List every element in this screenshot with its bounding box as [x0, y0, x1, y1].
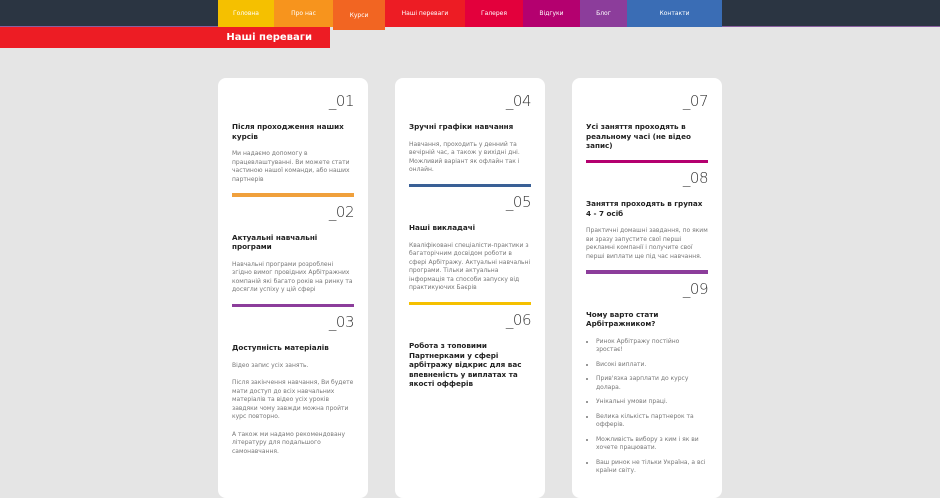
advantage-number: _08: [682, 169, 709, 187]
list-item: Високі виплати.: [596, 361, 708, 370]
list-item: Унікальні умови праці.: [596, 398, 708, 407]
nav-item-5[interactable]: Відгуки: [523, 0, 580, 27]
advantage-text: А також ми надамо рекомендовану літерату…: [232, 430, 346, 455]
list-item: Ринок Арбітражу постійно зростає!: [596, 338, 708, 355]
list-item: Ваш ринок не тільки Україна, а всі країн…: [596, 459, 708, 476]
advantage-title: Чому варто стати Арбітражником?: [586, 309, 659, 329]
main-nav: Головна Про нас Курси Наші переваги Галерея В…: [218, 0, 722, 30]
nav-item-2[interactable]: Курси: [333, 0, 385, 30]
nav-item-1[interactable]: Про нас: [274, 0, 333, 27]
advantage-number: _09: [682, 279, 709, 298]
list-item: Прив'язка зарплати до курсу долара.: [596, 375, 708, 392]
advantage-number: _07: [682, 92, 709, 110]
list-item: Велика кількість партнерок та офферів.: [596, 413, 708, 430]
nav-item-3[interactable]: Наші переваги: [385, 0, 465, 27]
advantage-text: Відео запис усіх занять.: [232, 361, 309, 369]
section-title-banner: Наші переваги: [0, 27, 330, 48]
advantage-text: Навчальні програми розроблені згідно вим…: [232, 260, 353, 294]
nav-item-0[interactable]: Головна: [218, 0, 274, 27]
advantage-list: Ринок Арбітражу постійно зростає! Високі …: [586, 338, 708, 476]
divider-bar: [409, 183, 531, 187]
divider-bar: [232, 193, 354, 197]
advantage-number: _06: [505, 311, 532, 329]
advantage-title: Після проходження наших курсів: [232, 122, 344, 141]
divider-bar: [409, 301, 531, 305]
divider-bar: [586, 270, 708, 274]
advantage-title: Зручні графіки навчання: [409, 122, 514, 131]
advantage-number: _02: [328, 202, 355, 221]
advantage-text: Кваліфіковані спеціалісти-практики з баг…: [409, 241, 531, 292]
nav-item-4[interactable]: Галерея: [465, 0, 523, 27]
advantage-title: Доступність матеріалів: [232, 343, 329, 352]
advantage-card: _07 Усі заняття проходять в реальному час…: [572, 78, 722, 498]
advantage-card: _01 Після проходження наших курсів Ми нада…: [218, 78, 368, 498]
advantage-title: Наші викладачі: [409, 223, 476, 232]
divider-bar: [232, 303, 354, 307]
advantage-number: _05: [505, 193, 532, 211]
advantage-title: Робота з топовими Партнерками у сфері ар…: [409, 341, 522, 388]
advantage-title: Актуальні навчальні програми: [232, 232, 318, 252]
advantage-number: _03: [328, 313, 355, 331]
advantage-number: _04: [505, 92, 532, 110]
advantage-text: Ми надаємо допомогу в працевлаштуванні. …: [232, 150, 350, 183]
list-item: Можливість вибору з ким і як ви хочете п…: [596, 436, 708, 453]
divider-bar: [586, 159, 708, 163]
nav-item-7[interactable]: Контакти: [627, 0, 722, 27]
advantage-number: _01: [328, 92, 355, 110]
nav-item-6[interactable]: Блог: [580, 0, 627, 27]
advantage-title: Заняття проходять в групах 4 - 7 осіб: [586, 199, 703, 218]
advantage-text: Після закінчення навчання, Ви будете мат…: [232, 379, 354, 420]
advantage-text: Практичні домашні завдання, по яким ви з…: [586, 227, 708, 260]
advantage-text: Навчання, проходить у денний та вечірній…: [409, 140, 520, 174]
section-title: Наші переваги: [226, 32, 312, 43]
advantage-card: _04 Зручні графіки навчання Навчання, прох…: [395, 78, 545, 498]
advantage-title: Усі заняття проходять в реальному часі (…: [586, 122, 691, 150]
